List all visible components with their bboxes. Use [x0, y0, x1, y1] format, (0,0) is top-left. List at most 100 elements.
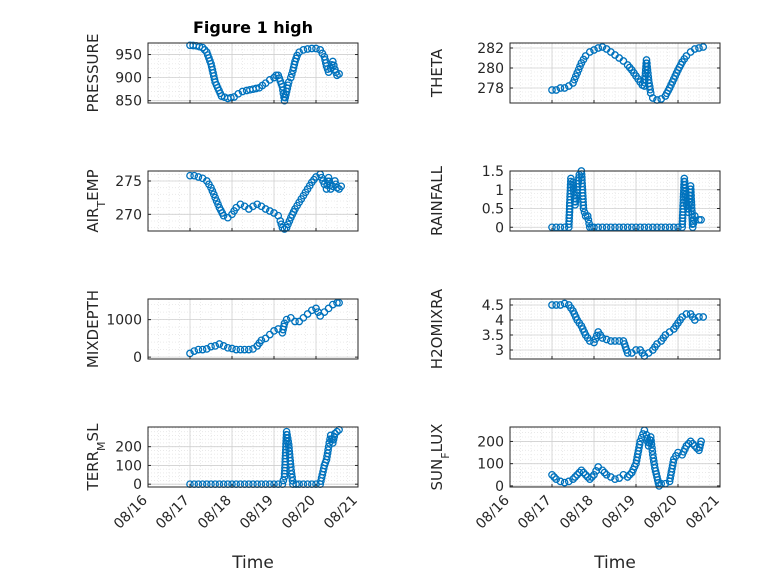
data-point: [598, 466, 607, 475]
data-point: [238, 87, 247, 96]
y-tick-label: 950: [115, 48, 142, 64]
y-tick-label: 4.5: [482, 298, 504, 314]
data-point: [244, 345, 253, 354]
data-point: [299, 46, 308, 54]
data-point: [606, 337, 615, 345]
y-tick-label: 100: [115, 458, 142, 474]
data-point: [690, 45, 699, 53]
y-axis-label: MIXDEPTH: [84, 290, 102, 368]
data-point: [642, 430, 651, 439]
data-point: [579, 201, 588, 210]
y-axis-label: RAINFALL: [428, 165, 446, 236]
data-point: [619, 57, 628, 65]
data-point: [552, 301, 561, 309]
y-axis-label: TERRMSL: [84, 423, 108, 492]
data-point: [635, 440, 644, 449]
data-point: [194, 345, 203, 354]
data-point: [588, 473, 596, 481]
y-tick-label: 3: [495, 343, 504, 359]
axes-box: [147, 298, 359, 360]
data-point: [686, 437, 695, 446]
axes-box: [509, 426, 721, 488]
data-point: [211, 342, 220, 350]
data-point: [198, 345, 207, 354]
y-tick-label: 3.5: [482, 328, 504, 344]
data-point: [198, 43, 207, 52]
data-point: [611, 475, 619, 484]
data-point: [584, 215, 593, 224]
data-point: [674, 448, 682, 457]
y-tick-label: 0: [495, 220, 504, 236]
data-point: [331, 429, 339, 438]
y-tick-label: 4: [495, 313, 504, 329]
y-tick-label: 850: [115, 94, 142, 110]
data-point: [284, 81, 292, 90]
data-point: [312, 304, 320, 313]
data-point: [564, 477, 573, 486]
data-point: [257, 336, 266, 345]
y-tick-label: 270: [115, 207, 142, 223]
data-point: [606, 473, 615, 481]
data-point: [647, 436, 655, 445]
data-point: [647, 440, 656, 448]
data-point: [265, 76, 274, 84]
data-point: [312, 44, 320, 53]
data-point: [325, 177, 334, 186]
data-point: [590, 46, 598, 54]
y-tick-label: 900: [115, 71, 142, 87]
data-point: [585, 475, 594, 484]
data-point: [219, 211, 228, 220]
data-point: [579, 204, 588, 213]
data-point: [548, 470, 556, 479]
data-point: [583, 212, 592, 220]
data-point: [648, 443, 656, 452]
data-point: [249, 202, 257, 211]
subplot-air-temp: 270 275 AIRTEMP: [84, 169, 359, 233]
axes-box: [509, 42, 721, 104]
data-point: [335, 70, 343, 78]
data-point: [689, 219, 698, 228]
y-tick-label: 0: [133, 477, 142, 493]
data-point: [646, 85, 655, 94]
data-point: [602, 335, 611, 344]
data-point: [261, 334, 270, 343]
data-point: [648, 94, 657, 102]
data-point: [571, 473, 579, 481]
axes-box: [147, 426, 359, 488]
data-point: [194, 173, 203, 181]
data-point: [265, 207, 274, 215]
data-point: [560, 84, 569, 92]
data-point: [207, 342, 215, 351]
data-point: [284, 78, 293, 87]
data-point: [682, 52, 691, 60]
axes-box: [509, 298, 721, 360]
subplot-theta: 278 280 282 THETA: [428, 41, 721, 104]
data-point: [548, 86, 556, 94]
data-point: [331, 177, 339, 185]
data-point: [324, 442, 333, 451]
data-point: [669, 458, 678, 467]
y-axis-label: THETA: [428, 48, 446, 98]
data-point: [598, 334, 607, 342]
data-point: [697, 437, 705, 446]
data-point: [699, 43, 708, 51]
data-point: [556, 301, 565, 309]
y-tick-label: 1.5: [482, 164, 504, 180]
data-point: [611, 337, 619, 345]
y-tick-label: 0: [133, 350, 142, 366]
data-point: [186, 171, 194, 180]
data-point: [240, 345, 249, 354]
data-point: [324, 68, 333, 76]
data-point: [282, 315, 291, 324]
data-point: [236, 345, 245, 354]
data-point: [697, 215, 705, 224]
x-axis-label: Time: [231, 553, 274, 573]
data-point: [590, 470, 598, 479]
data-point: [280, 319, 289, 328]
data-point: [307, 44, 316, 53]
data-point: [585, 48, 594, 56]
x-axis-label: Time: [593, 553, 636, 573]
data-point: [623, 473, 632, 481]
